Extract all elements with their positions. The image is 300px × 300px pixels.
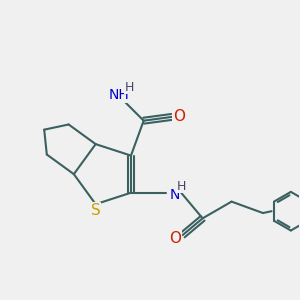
Text: NH: NH <box>109 88 130 102</box>
Text: O: O <box>173 110 185 124</box>
Text: S: S <box>91 203 100 218</box>
Text: H: H <box>125 81 134 94</box>
Text: O: O <box>169 231 181 246</box>
Text: N: N <box>169 188 180 202</box>
Text: H: H <box>176 179 186 193</box>
